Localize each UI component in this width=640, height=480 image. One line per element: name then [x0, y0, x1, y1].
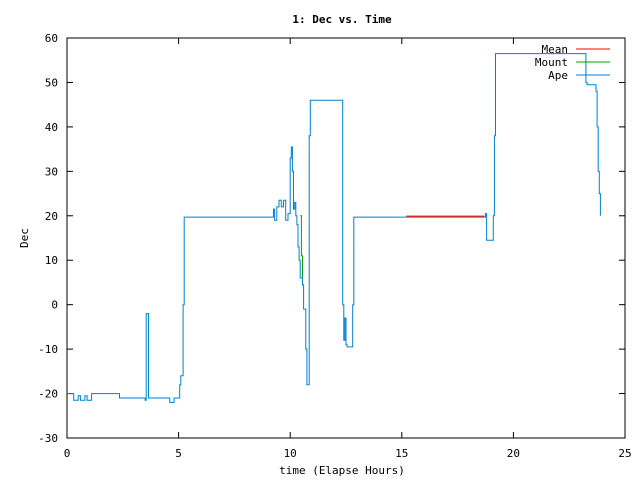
- chart-title: 1: Dec vs. Time: [292, 13, 392, 26]
- plot-frame: [66, 37, 626, 439]
- y-tick-label: 20: [45, 210, 58, 223]
- x-tick-label: 5: [175, 447, 182, 460]
- y-tick-label: 0: [51, 299, 58, 312]
- legend-label-mean: Mean: [542, 43, 569, 56]
- series-line-ape: [67, 53, 601, 403]
- y-tick-label: -10: [38, 343, 58, 356]
- legend-label-ape: Ape: [548, 69, 568, 82]
- x-axis-label: time (Elapse Hours): [279, 464, 405, 477]
- y-tick-label: 50: [45, 76, 58, 89]
- y-axis: -30 -20 -10 0 10 20 30 40 50 60: [38, 32, 625, 445]
- y-tick-label: -30: [38, 432, 58, 445]
- y-tick-label: 60: [45, 32, 58, 45]
- x-tick-label: 20: [507, 447, 520, 460]
- x-tick-label: 10: [284, 447, 297, 460]
- series-layer: [67, 53, 601, 403]
- x-tick-label: 25: [618, 447, 631, 460]
- y-axis-label: Dec: [18, 228, 31, 248]
- legend-label-mount: Mount: [535, 56, 568, 69]
- series-line-mount: [300, 215, 304, 286]
- y-tick-label: 40: [45, 121, 58, 134]
- y-tick-label: -20: [38, 388, 58, 401]
- x-axis: 0 5 10 15 20 25: [64, 38, 632, 460]
- x-tick-label: 15: [395, 447, 408, 460]
- y-tick-label: 30: [45, 165, 58, 178]
- x-tick-label: 0: [64, 447, 71, 460]
- y-tick-label: 10: [45, 254, 58, 267]
